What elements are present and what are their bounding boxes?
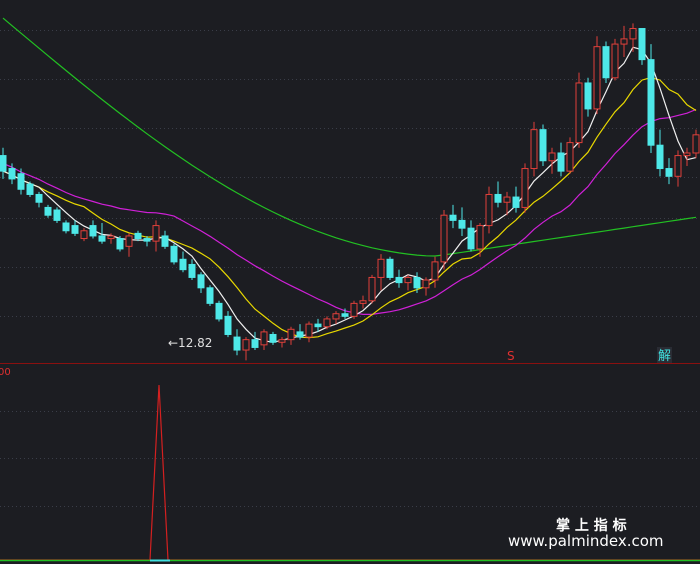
indicator-axis-label: 00 — [0, 367, 11, 378]
candle-body — [287, 328, 295, 341]
candle-body — [206, 287, 214, 304]
candle-body — [296, 331, 304, 338]
candle-body — [503, 196, 511, 203]
candle-body — [386, 258, 394, 278]
candle-body — [26, 183, 34, 195]
candle-body — [485, 193, 493, 227]
main-grid — [0, 30, 700, 317]
candle-body — [278, 339, 286, 343]
candle-body — [476, 225, 484, 250]
candle-body — [314, 323, 322, 328]
candle-body — [593, 46, 601, 110]
ma20-line — [2, 108, 697, 315]
jie-marker-bg — [657, 347, 672, 363]
candle-body — [323, 318, 331, 328]
jie-signal-marker: 解 — [658, 349, 671, 364]
candle-body — [458, 219, 466, 229]
candle-body — [350, 302, 358, 317]
low-price-annotation: ←12.82 — [168, 336, 212, 350]
candle-body — [269, 333, 277, 343]
candle-body — [188, 263, 196, 278]
candle-body — [62, 222, 70, 232]
candle-body — [404, 276, 412, 284]
candle-body — [431, 261, 439, 281]
candle-body — [8, 168, 16, 180]
candle-body — [359, 300, 367, 304]
candle-body — [107, 235, 115, 240]
candle-body — [449, 214, 457, 221]
candle-body — [530, 129, 538, 170]
candle-body — [665, 168, 673, 177]
ma60-line — [2, 17, 697, 257]
candle-body — [647, 59, 655, 146]
candle-body — [584, 82, 592, 110]
candle-body — [341, 313, 349, 317]
candlestick-series — [0, 23, 700, 361]
candle-body — [557, 152, 565, 172]
candle-body — [170, 245, 178, 263]
candle-body — [611, 43, 619, 79]
watermark-url: www.palmindex.com — [508, 532, 664, 550]
candle-body — [683, 152, 691, 157]
candle-body — [251, 339, 259, 348]
candle-body — [98, 235, 106, 242]
candle-body — [224, 315, 232, 335]
candle-body — [89, 225, 97, 237]
candle-body — [125, 235, 133, 247]
candle-body — [161, 235, 169, 247]
candle-body — [368, 276, 376, 302]
candle-body — [377, 258, 385, 278]
candle-body — [620, 38, 628, 45]
candle-body — [197, 274, 205, 289]
candle-body — [440, 214, 448, 263]
candle-body — [395, 276, 403, 284]
candle-body — [260, 331, 268, 346]
candle-body — [116, 238, 124, 250]
candle-body — [143, 238, 151, 242]
candle-body — [134, 232, 142, 240]
candle-body — [692, 134, 700, 154]
ma10-line — [2, 76, 697, 339]
candle-body — [656, 144, 664, 170]
candle-body — [35, 193, 43, 203]
candle-body — [152, 225, 160, 242]
candle-body — [575, 82, 583, 144]
candle-body — [44, 206, 52, 216]
candle-body — [0, 155, 7, 172]
candle-body — [566, 142, 574, 172]
candle-body — [629, 28, 637, 40]
candle-body — [422, 279, 430, 289]
candle-body — [413, 276, 421, 289]
candle-body — [467, 227, 475, 250]
indicator-grid — [0, 411, 700, 507]
candle-body — [638, 28, 646, 61]
candle-body — [233, 336, 241, 351]
candle-body — [539, 129, 547, 162]
candle-body — [674, 155, 682, 177]
candle-body — [332, 313, 340, 320]
candle-body — [17, 173, 25, 190]
candle-body — [215, 302, 223, 320]
candle-body — [548, 152, 556, 162]
candle-body — [179, 258, 187, 271]
watermark-title: 掌 上 指 标 — [556, 517, 627, 534]
candle-body — [512, 196, 520, 208]
candle-body — [494, 193, 502, 203]
candle-body — [242, 339, 250, 351]
candle-body — [602, 46, 610, 79]
candle-body — [80, 230, 88, 240]
candle-body — [521, 168, 529, 208]
candle-body — [53, 209, 61, 221]
candle-body — [305, 323, 313, 338]
s-signal-marker: S — [507, 349, 515, 363]
candle-body — [71, 225, 79, 234]
